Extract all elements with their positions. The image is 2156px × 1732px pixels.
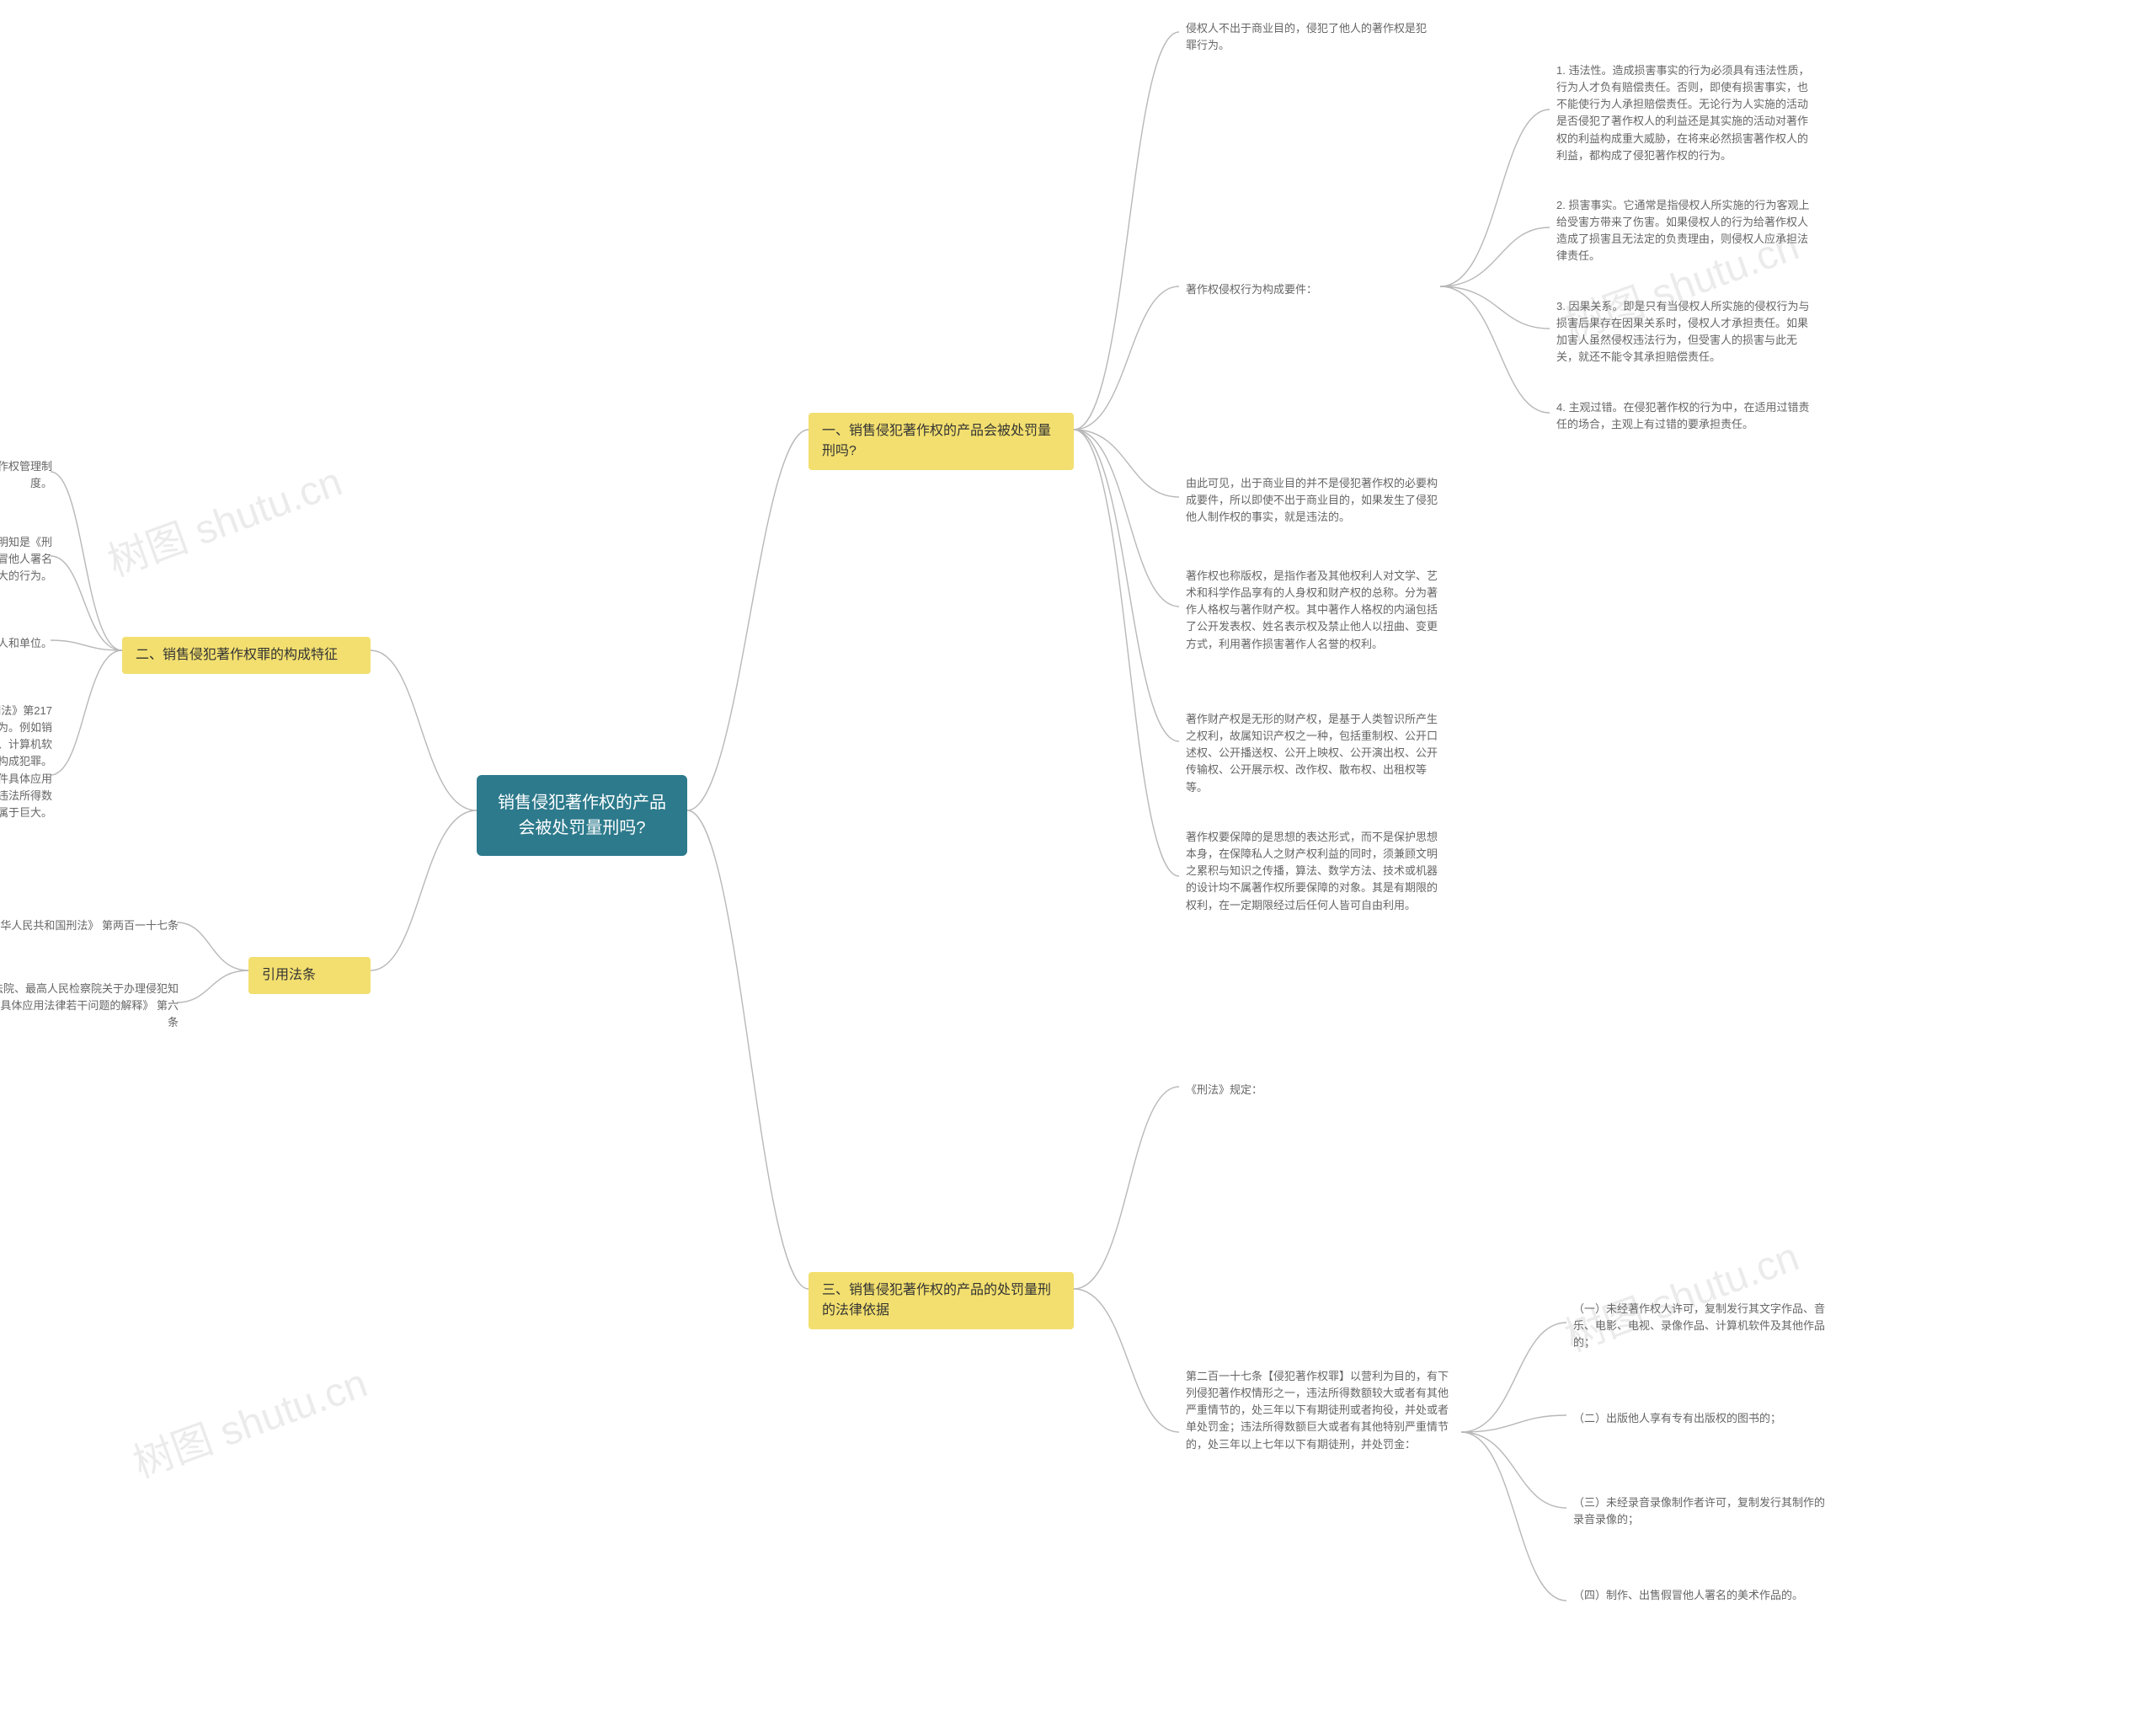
branch-1: 一、销售侵犯著作权的产品会被处罚量刑吗? [808, 413, 1074, 470]
leaf-b1-2-2: 2. 损害事实。它通常是指侵权人所实施的行为客观上给受害方带来了伤害。如果侵权人… [1550, 194, 1819, 269]
leaf-b3-1: 《刑法》规定： [1179, 1078, 1449, 1102]
leaf-b1-3: 由此可见，出于商业目的并不是侵犯著作权的必要构成要件，所以即使不出于商业目的，如… [1179, 472, 1449, 529]
leaf-b4-1: [1]《中华人民共和国刑法》 第两百一十七条 [0, 914, 185, 938]
leaf-b1-4: 著作权也称版权，是指作者及其他权利人对文学、艺术和科学作品享有的人身权和财产权的… [1179, 564, 1449, 656]
leaf-b1-5: 著作财产权是无形的财产权，是基于人类智识所产生之权利，故属知识产权之一种，包括重… [1179, 708, 1449, 799]
leaf-b3-2-1: （一）未经著作权人许可，复制发行其文字作品、音乐、电影、电视、录像作品、计算机软… [1566, 1297, 1836, 1355]
leaf-b4-2: [2]《最高人民法院、最高人民检察院关于办理侵犯知识产权刑事案件具体应用法律若干… [0, 977, 185, 1034]
leaf-b2-3: 3.犯罪主体是个人和单位。 [0, 632, 59, 655]
leaf-b1-6: 著作权要保障的是思想的表达形式，而不是保护思想本身，在保障私人之财产权利益的同时… [1179, 826, 1449, 917]
leaf-b2-2: 2.客观方面表现为以营利为目的，销售明知是《刑法》第217条规定的侵权复制品以及… [0, 531, 59, 588]
leaf-b3-2-4: （四）制作、出售假冒他人署名的美术作品的。 [1566, 1584, 1836, 1607]
leaf-b1-2-3: 3. 因果关系。即是只有当侵权人所实施的侵权行为与损害后果存在因果关系时，侵权人… [1550, 295, 1819, 370]
leaf-b2-1: 1.侵犯的客体是著作权人的著作权和著作权管理制度。 [0, 455, 59, 495]
leaf-b1-2-1: 1. 违法性。造成损害事实的行为必须具有违法性质，行为人才负有赔偿责任。否则，即… [1550, 59, 1819, 168]
leaf-b3-2-3: （三）未经录音录像制作者许可，复制发行其制作的录音录像的； [1566, 1491, 1836, 1532]
watermark: 树图 shutu.cn [99, 448, 349, 587]
leaf-b1-2: 著作权侵权行为构成要件： [1179, 278, 1440, 302]
branch-2: 二、销售侵犯著作权罪的构成特征 [122, 637, 371, 674]
leaf-b3-2-2: （二）出版他人享有专有出版权的图书的； [1566, 1407, 1836, 1430]
leaf-b1-1: 侵权人不出于商业目的，侵犯了他人的著作权是犯罪行为。 [1179, 17, 1440, 57]
branch-3: 三、销售侵犯著作权的产品的处罚量刑的法律依据 [808, 1272, 1074, 1329]
center-node: 销售侵犯著作权的产品会被处罚量刑吗? [477, 775, 687, 856]
branch-4: 引用法条 [248, 957, 371, 994]
connectors [0, 0, 2156, 1732]
leaf-b2-4: 4.主观方面表现为故意，即明知是《刑法》第217条规定的侵权复制品而进行销售的行… [0, 699, 59, 825]
watermark: 树图 shutu.cn [124, 1350, 374, 1489]
leaf-b1-2-4: 4. 主观过错。在侵犯著作权的行为中，在适用过错责任的场合，主观上有过错的要承担… [1550, 396, 1819, 436]
leaf-b3-2: 第二百一十七条【侵犯著作权罪】以营利为目的，有下列侵犯著作权情形之一，违法所得数… [1179, 1365, 1461, 1457]
